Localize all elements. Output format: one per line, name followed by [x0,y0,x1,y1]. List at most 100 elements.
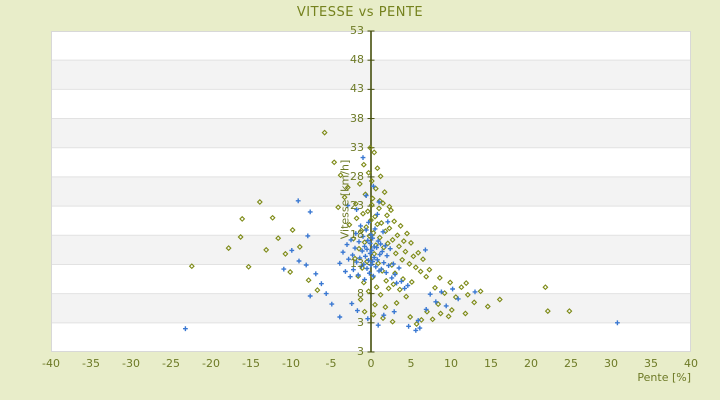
scatter-point [445,313,452,320]
scatter-point [345,203,351,208]
scatter-point [305,277,312,284]
scatter-point [287,269,294,275]
scatter-point [432,284,438,291]
x-tick-label: -5 [325,357,337,370]
scatter-point [361,262,367,267]
scatter-point [418,316,425,323]
scatter-point [352,200,359,207]
scatter-point [376,199,382,205]
scatter-point [381,312,387,318]
scatter-point [408,279,415,285]
scatter-point [405,283,411,288]
x-axis-title: Pente [%] [637,371,691,384]
series-pente-vitesse-blue [183,155,620,333]
scatter-point [355,272,361,278]
scatter-point [402,286,407,291]
scatter-point [340,249,346,255]
scatter-point [394,280,399,286]
scatter-point [356,180,363,187]
scatter-point [370,259,375,264]
scatter-point [364,246,370,252]
x-tick-label: 10 [444,357,458,370]
scatter-point [383,277,390,284]
scatter-point [353,231,359,236]
scatter-point [406,260,413,267]
scatter-point [363,227,369,233]
scatter-point [289,227,296,233]
scatter-point [360,210,366,217]
scatter-point [384,253,390,259]
scatter-point [464,291,471,298]
scatter-point [471,299,478,306]
scatter-point [429,316,436,323]
scatter-point [423,307,429,312]
scatter-point [447,279,454,286]
scatter-point [391,309,397,315]
scatter-point [365,169,372,176]
scatter-point [296,243,303,250]
scatter-point [344,242,350,247]
scatter-point [307,293,313,299]
scatter-point [188,263,195,270]
scatter-point [314,287,321,294]
scatter-point [335,204,342,211]
scatter-point [375,260,382,267]
scatter-point [303,262,309,268]
scatter-point [365,316,371,322]
scatter-point [368,232,374,238]
y-tick-label: 53 [350,24,364,37]
scatter-point [373,264,379,270]
scatter-point [366,258,371,263]
x-tick-label: 30 [604,357,618,370]
scatter-point [367,270,372,276]
scatter-point [329,301,335,307]
scatter-point [393,300,400,306]
scatter-point [463,280,470,287]
scatter-point [439,289,444,295]
scatter-point [410,253,417,260]
y-tick-label: 48 [350,53,364,67]
y-tick-label: 38 [350,111,364,125]
scatter-point [362,277,367,282]
scatter-point [383,243,388,249]
scatter-point [397,222,404,229]
scatter-point [319,281,324,287]
y-tick-label: 8 [357,286,364,300]
scatter-point [472,289,478,295]
scatter-point [391,218,398,225]
scatter-point [496,296,503,303]
x-tick-label: -30 [122,357,140,370]
scatter-point [295,198,301,204]
scatter-point [376,234,383,241]
scatter-point [360,234,366,239]
scatter-point [417,325,423,331]
scatter-point [394,232,401,239]
scatter-point [367,241,373,246]
scatter-point [381,189,388,196]
scatter-point [352,255,358,262]
scatter-point [426,266,433,273]
scatter-point [305,233,311,239]
scatter-point [362,244,367,249]
scatter-point [386,225,393,232]
scatter-point [356,239,362,245]
scatter-point [352,245,358,251]
scatter-point [347,274,353,280]
scatter-point [358,223,363,229]
scatter-point [399,279,404,284]
scatter-point [377,252,383,257]
y-tick-label: 3 [357,315,364,329]
y-tick-label: 18 [350,228,364,242]
scatter-point [373,284,380,291]
scatter-point [382,304,389,311]
scatter-point [371,149,378,156]
scatter-point [245,263,252,270]
scatter-point [372,301,378,308]
scatter-point [371,255,377,260]
scatter-point [450,286,455,292]
scatter-point [375,257,380,263]
scatter-point [239,215,246,222]
scatter-point [374,245,379,250]
scatter-point [382,228,389,235]
